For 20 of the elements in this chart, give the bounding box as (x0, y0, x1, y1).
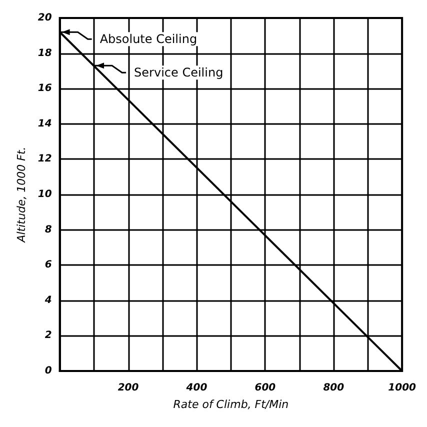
annotation: Absolute Ceiling (100, 32, 198, 46)
x-tick-label: 1000 (388, 382, 416, 394)
y-tick-label: 6 (44, 260, 52, 271)
x-tick-label: 600 (254, 382, 276, 394)
y-tick-label: 10 (38, 189, 52, 200)
y-axis-title: Altitude, 1000 Ft. (15, 146, 28, 244)
x-tick-label: 800 (323, 382, 344, 394)
y-tick-label: 0 (44, 366, 52, 376)
y-tick-label: 20 (38, 12, 52, 24)
y-tick-label: 16 (38, 83, 52, 94)
x-tick-label: 400 (185, 382, 208, 394)
annotation: Service Ceiling (134, 66, 224, 80)
y-tick-label: 12 (38, 154, 52, 165)
x-tick-label: 200 (118, 382, 139, 394)
y-tick-label: 18 (38, 48, 52, 59)
y-tick-label: 14 (38, 118, 52, 130)
y-tick-label: 8 (44, 224, 52, 236)
x-axis-title: Rate of Climb, Ft/Min (173, 398, 289, 411)
y-tick-label: 4 (44, 294, 52, 306)
y-tick-label: 2 (44, 330, 52, 342)
